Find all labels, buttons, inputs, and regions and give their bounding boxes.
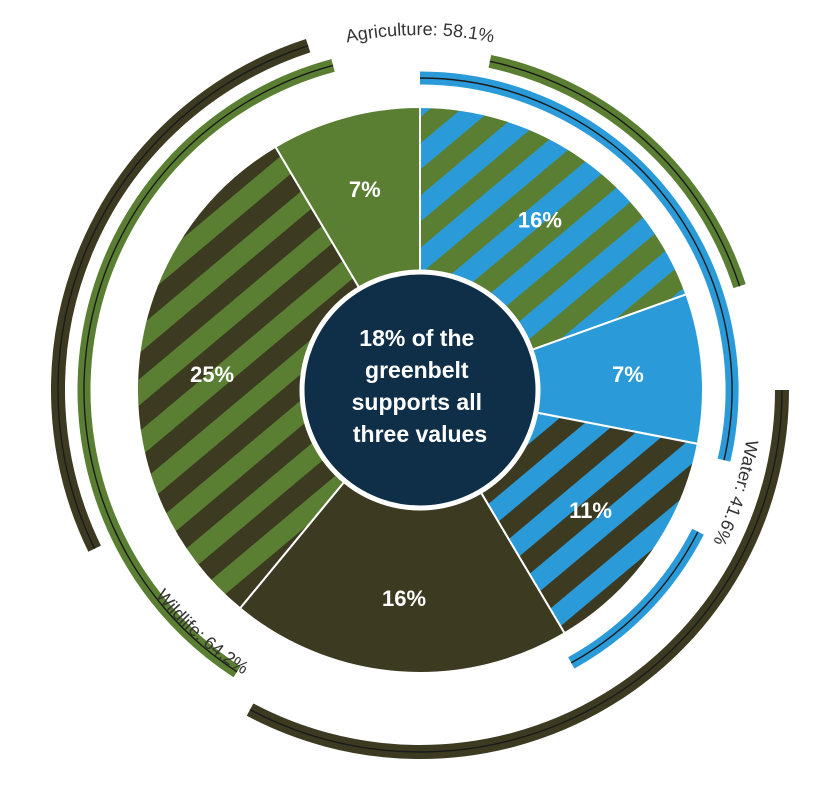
value-rings bbox=[51, 39, 789, 759]
slice-labels: 16% 7% 11% 16% 25% 7% bbox=[190, 177, 644, 611]
center-text: 18% of the greenbelt supports all three … bbox=[352, 325, 489, 447]
pie-slice bbox=[416, 293, 704, 446]
ring-band-inner-line bbox=[249, 389, 783, 753]
center-text-line-3: supports all bbox=[352, 389, 482, 415]
pie-slice bbox=[238, 388, 566, 674]
ring-band-inner-line bbox=[57, 45, 309, 549]
ring-band-inner-line bbox=[489, 60, 741, 287]
slice-value-label: 7% bbox=[349, 177, 381, 202]
center-text-line-4: three values bbox=[353, 421, 487, 447]
slice-value-label: 16% bbox=[518, 207, 562, 232]
ring-band-inner-line bbox=[83, 64, 334, 673]
slice-value-label: 11% bbox=[569, 498, 612, 523]
center-text-line-1: 18% of the bbox=[359, 325, 474, 351]
ring-label: Agriculture: 58.1% bbox=[344, 19, 496, 47]
center-text-line-2: greenbelt bbox=[365, 357, 469, 383]
slice-value-label: 16% bbox=[382, 586, 426, 611]
slice-value-label: 7% bbox=[612, 362, 644, 387]
pie-slice bbox=[136, 145, 422, 610]
ring-band-inner-line bbox=[419, 77, 733, 461]
center-circle bbox=[299, 269, 541, 511]
ring-band-inner-line bbox=[570, 531, 699, 664]
center-summary: 18% of the greenbelt supports all three … bbox=[299, 269, 541, 511]
slice-value-label: 25% bbox=[190, 362, 234, 387]
